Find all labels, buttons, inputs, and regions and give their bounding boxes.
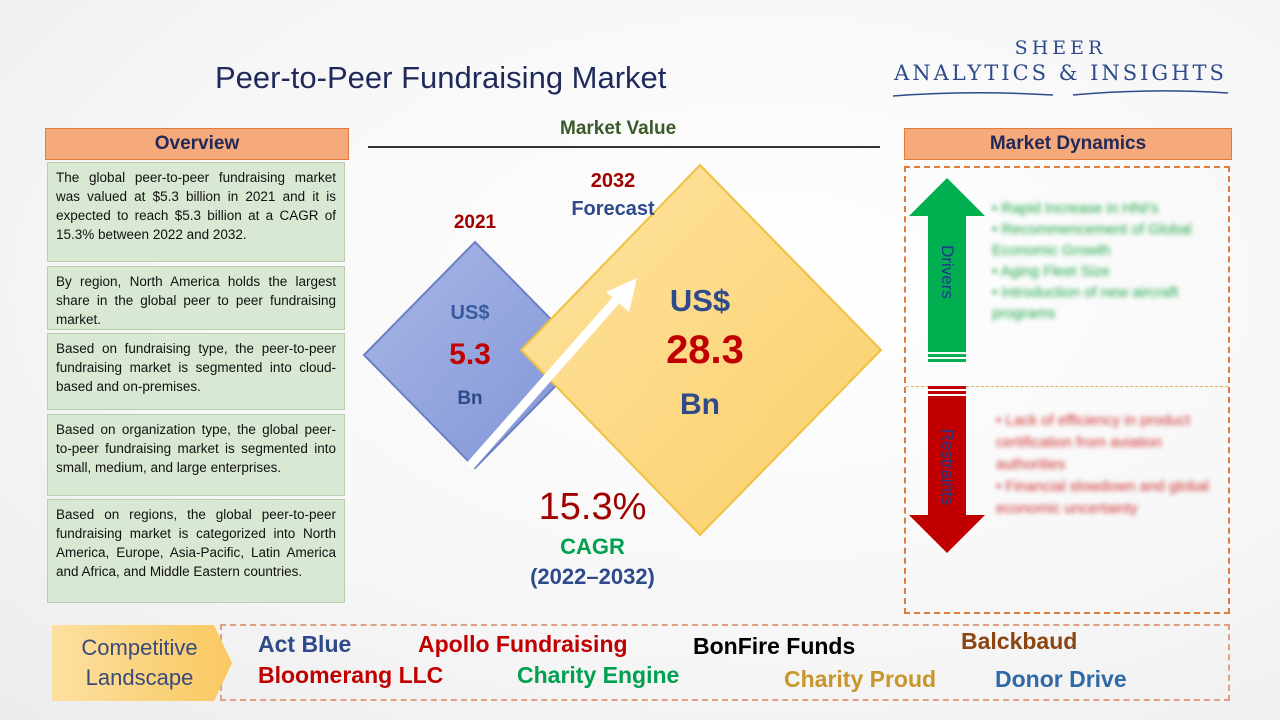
overview-paragraph-2: By region, North America holds the large…	[47, 266, 345, 330]
diamond-2021	[362, 240, 588, 470]
overview-paragraph-1: The global peer-to-peer fundraising mark…	[47, 162, 345, 262]
restraints-down-arrow-icon	[909, 386, 985, 553]
market-dynamics-panel	[904, 166, 1230, 614]
company-donor-drive: Donor Drive	[995, 666, 1127, 692]
restraints-label: Restraints	[938, 428, 957, 506]
cagr-range: (2022–2032)	[530, 564, 655, 589]
logo-line1: SHEER	[1014, 37, 1107, 59]
value-2032-unit: Bn	[680, 388, 720, 421]
drivers-label: Drivers	[938, 245, 957, 299]
cagr-value: 15.3%	[538, 486, 647, 528]
market-value-divider	[368, 146, 880, 148]
diamond-2032	[519, 163, 883, 537]
company-bonfire-funds: BonFire Funds	[693, 633, 856, 659]
driver-item: • Introduction of new aircraft programs	[992, 284, 1179, 322]
driver-item: • Recommencement of Global Economic Grow…	[992, 221, 1192, 259]
cagr-label: CAGR	[560, 534, 625, 559]
driver-item: • Aging Fleet Size	[992, 263, 1110, 280]
company-apollo-fundraising: Apollo Fundraising	[418, 631, 628, 657]
growth-arrow-icon	[466, 278, 637, 469]
competitive-landscape-label: Competitive Landscape	[62, 633, 217, 693]
competitive-landscape-arrow-label	[52, 625, 232, 701]
value-2032-currency: US$	[669, 283, 731, 318]
value-2021-amount: 5.3	[449, 338, 491, 371]
company-balckbaud: Balckbaud	[961, 628, 1078, 654]
year-2021-label: 2021	[453, 212, 497, 233]
year-2032-label: 2032	[590, 170, 636, 192]
competitive-label-line1: Competitive	[81, 635, 198, 660]
company-charity-proud: Charity Proud	[784, 666, 937, 692]
logo-line2: ANALYTICS & INSIGHTS	[894, 61, 1227, 85]
value-2021-unit: Bn	[457, 388, 483, 409]
company-charity-engine: Charity Engine	[517, 662, 680, 688]
drivers-up-arrow-icon	[909, 178, 985, 362]
logo-swoosh-icon	[892, 90, 1229, 97]
driver-item: • Rapid Increase in HNI's	[992, 200, 1159, 217]
restraints-list: • Lack of efficiency in product certific…	[996, 410, 1211, 520]
overview-paragraph-5: Based on regions, the global peer-to-pee…	[47, 499, 345, 603]
overview-header: Overview	[45, 128, 349, 160]
page-title: Peer-to-Peer Fundraising Market	[215, 60, 667, 95]
value-2032-amount: 28.3	[666, 328, 744, 372]
market-dynamics-divider	[906, 386, 1228, 387]
restraint-item: • Financial slowdown and global economic…	[996, 478, 1209, 517]
drivers-list: • Rapid Increase in HNI's • Recommenceme…	[992, 198, 1217, 324]
company-act-blue: Act Blue	[258, 631, 352, 657]
overview-paragraph-3: Based on fundraising type, the peer-to-p…	[47, 333, 345, 410]
forecast-label: Forecast	[571, 198, 655, 220]
value-2021-currency: US$	[450, 302, 490, 324]
company-logo: SHEER ANALYTICS & INSIGHTS	[888, 36, 1233, 100]
overview-paragraph-4: Based on organization type, the global p…	[47, 414, 345, 496]
restraint-item: • Lack of efficiency in product certific…	[996, 412, 1191, 473]
competitive-label-line2: Landscape	[85, 665, 194, 690]
market-value-header: Market Value	[560, 118, 677, 139]
market-dynamics-header: Market Dynamics	[904, 128, 1232, 160]
company-bloomerang-llc: Bloomerang LLC	[258, 662, 444, 688]
